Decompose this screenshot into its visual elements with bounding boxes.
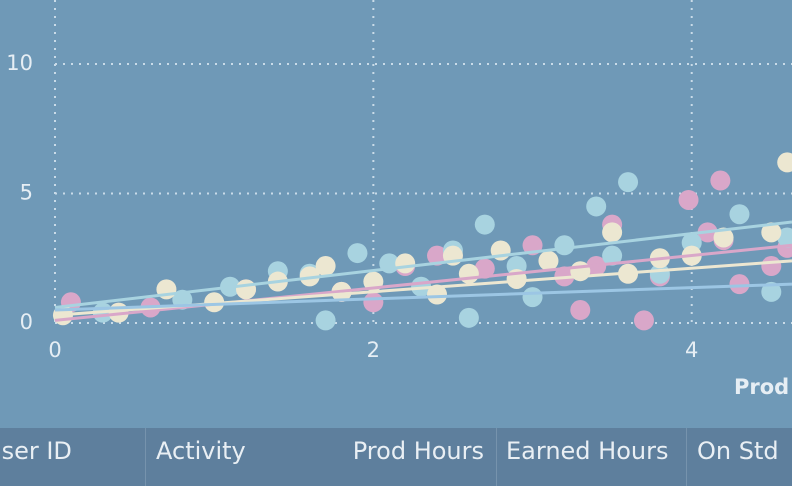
point <box>761 256 782 277</box>
point <box>570 300 591 321</box>
column-header[interactable]: Earned Hours <box>506 437 669 465</box>
point <box>761 281 782 302</box>
x-tick-label: 4 <box>685 338 698 362</box>
x-axis-label: Prod Hours <box>734 375 792 399</box>
point <box>299 266 320 287</box>
x-tick-label: 2 <box>367 338 380 362</box>
point <box>474 258 495 279</box>
point <box>602 222 623 243</box>
point <box>729 274 750 295</box>
point <box>633 310 654 331</box>
point <box>710 170 731 191</box>
point <box>538 250 559 271</box>
divider <box>496 428 497 486</box>
point <box>777 152 792 173</box>
divider <box>686 428 687 486</box>
point <box>522 287 543 308</box>
trend-line <box>54 243 792 322</box>
point <box>458 307 479 328</box>
point <box>554 235 575 256</box>
trend-line <box>54 282 792 312</box>
point <box>427 284 448 305</box>
y-tick-label: 10 <box>6 51 33 75</box>
y-tick-label: 0 <box>20 310 33 334</box>
chart: 0 5 10 0 2 4 Prod Hours <box>6 0 792 399</box>
point <box>586 196 607 217</box>
column-header[interactable]: Prod Hours <box>352 437 484 465</box>
trend-line <box>54 220 792 309</box>
point <box>315 310 336 331</box>
point <box>618 172 639 193</box>
point <box>474 214 495 235</box>
column-header[interactable]: Activity <box>156 437 246 465</box>
column-header[interactable]: User ID <box>0 437 72 465</box>
point <box>458 263 479 284</box>
point <box>347 243 368 264</box>
point <box>236 279 257 300</box>
point <box>761 222 782 243</box>
point <box>729 204 750 225</box>
x-tick-label: 0 <box>48 338 61 362</box>
point <box>395 253 416 274</box>
point <box>363 292 384 313</box>
point <box>713 227 734 248</box>
point <box>678 189 699 210</box>
column-header[interactable]: On Std <box>697 437 779 465</box>
table-header: User ID Activity Prod Hours Earned Hours… <box>0 428 792 486</box>
point <box>602 245 623 266</box>
point <box>427 245 448 266</box>
y-tick-label: 5 <box>20 180 33 204</box>
divider <box>145 428 146 486</box>
point <box>315 256 336 277</box>
